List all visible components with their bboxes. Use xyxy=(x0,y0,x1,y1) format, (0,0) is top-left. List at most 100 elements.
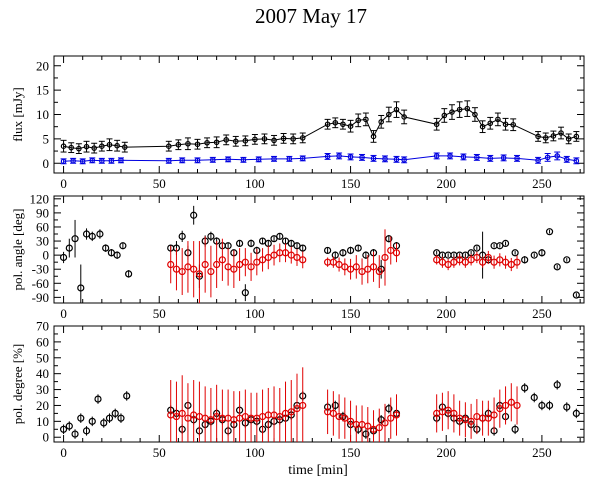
data-point xyxy=(354,244,362,252)
y-tick-label: -30 xyxy=(32,262,49,277)
data-point xyxy=(276,232,284,240)
data-point xyxy=(521,384,529,392)
data-point xyxy=(381,419,389,427)
data-point xyxy=(346,246,355,255)
data-point xyxy=(232,138,239,145)
data-point xyxy=(387,414,395,422)
data-point xyxy=(218,256,226,264)
data-point xyxy=(213,260,221,269)
data-point xyxy=(89,157,96,164)
data-point xyxy=(507,260,515,269)
data-point xyxy=(329,409,337,417)
data-point xyxy=(225,156,231,163)
y-tick-label: 120 xyxy=(30,191,50,206)
data-point xyxy=(369,263,378,271)
data-point xyxy=(99,143,105,149)
data-point xyxy=(563,256,571,264)
data-point xyxy=(280,135,287,142)
data-point xyxy=(213,139,220,146)
data-point xyxy=(370,133,377,140)
y-tick-label: 30 xyxy=(36,382,49,397)
series-angle-black xyxy=(59,205,580,303)
x-tick-label: 250 xyxy=(532,306,552,321)
data-point xyxy=(111,409,119,417)
data-point xyxy=(107,249,116,257)
data-point xyxy=(201,260,209,269)
series-degree-red xyxy=(167,367,521,442)
y-tick-label: 40 xyxy=(36,366,49,381)
data-point xyxy=(544,154,551,161)
data-point xyxy=(71,430,79,438)
data-point xyxy=(82,427,91,435)
data-point xyxy=(335,260,343,269)
x-tick-label: 100 xyxy=(245,306,265,321)
data-point xyxy=(299,155,306,162)
series-line xyxy=(63,108,577,150)
x-tick-label: 0 xyxy=(60,176,67,191)
data-point xyxy=(336,153,342,159)
y-tick-label: 30 xyxy=(36,234,49,249)
data-point xyxy=(573,133,580,140)
panel-frame xyxy=(53,325,585,443)
data-point xyxy=(94,395,102,403)
data-point xyxy=(270,235,278,243)
data-point xyxy=(461,258,469,266)
data-point xyxy=(535,157,541,164)
data-point xyxy=(433,153,440,159)
data-point xyxy=(91,145,97,151)
data-point xyxy=(329,258,337,266)
data-point xyxy=(175,141,182,148)
data-point xyxy=(550,133,557,139)
x-tick-label: 200 xyxy=(436,176,456,191)
data-point xyxy=(331,251,339,259)
data-point xyxy=(106,141,113,148)
y-tick-label: 10 xyxy=(36,107,49,122)
data-point xyxy=(370,155,377,162)
data-point xyxy=(554,153,561,159)
data-point xyxy=(184,414,192,422)
panel-data-flux xyxy=(60,100,580,165)
data-point xyxy=(65,422,73,430)
data-point xyxy=(178,267,186,276)
data-point xyxy=(542,135,549,141)
data-point xyxy=(502,121,509,128)
data-point xyxy=(563,403,571,411)
data-point xyxy=(347,123,354,130)
data-point xyxy=(359,154,365,161)
data-point xyxy=(447,153,453,159)
data-point xyxy=(287,239,295,247)
x-axis-label: time [min] xyxy=(288,463,348,478)
data-point xyxy=(117,414,125,422)
y-tick-label: 90 xyxy=(36,205,49,220)
data-point xyxy=(178,409,186,417)
data-point xyxy=(59,253,68,262)
panel-data-angle xyxy=(59,205,580,303)
x-tick-label: 0 xyxy=(60,306,67,321)
data-point xyxy=(545,228,554,236)
data-point xyxy=(77,284,85,292)
data-point xyxy=(393,106,400,113)
y-axis-label-angle: pol. angle [deg] xyxy=(10,209,25,291)
y-tick-label: 0 xyxy=(43,248,50,263)
x-tick-label: 150 xyxy=(341,445,361,460)
data-point xyxy=(194,157,201,164)
x-tick-label: 150 xyxy=(341,306,361,321)
data-point xyxy=(204,139,210,146)
data-point xyxy=(364,422,372,430)
data-point xyxy=(118,157,124,164)
data-point xyxy=(513,401,521,410)
data-point xyxy=(339,249,347,257)
data-point xyxy=(167,260,175,269)
data-point xyxy=(271,156,277,162)
data-point xyxy=(114,142,120,149)
data-point xyxy=(194,141,201,148)
data-point xyxy=(286,156,293,162)
data-point xyxy=(253,258,261,266)
x-tick-label: 50 xyxy=(153,445,166,460)
series-degree-black xyxy=(59,380,580,439)
data-point xyxy=(258,237,267,245)
y-tick-label: 70 xyxy=(36,319,49,334)
data-point xyxy=(71,235,79,243)
data-point xyxy=(378,119,384,125)
